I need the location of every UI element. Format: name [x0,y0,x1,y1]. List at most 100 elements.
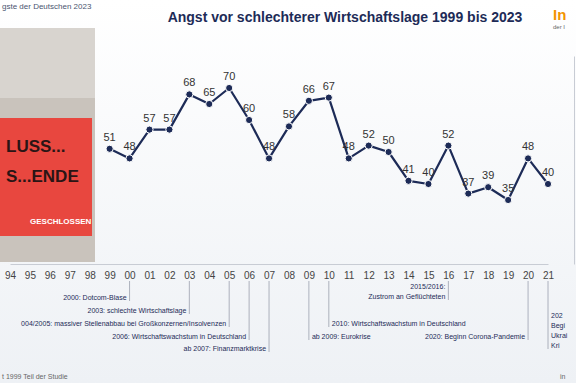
background [0,0,576,383]
annotation: 2006: Wirtschaftswachstum in Deutschland [112,281,249,340]
x-tick: 21 [543,264,555,281]
photo-window [0,28,95,98]
annotation-leader [308,281,309,340]
data-label: 57 [143,112,155,124]
x-tick-label: 03 [184,270,196,281]
annotation-text: 2020: Beginn Corona-Pandemie [425,333,525,341]
footer-right: in [560,373,566,380]
logo-sub: der I [553,24,565,30]
annotation-text: Begi [551,322,565,330]
data-label: 37 [462,176,474,188]
x-tick: 20 [523,264,535,281]
x-tick-label: 96 [45,270,57,281]
x-tick: 95 [25,264,37,281]
data-line [110,88,548,200]
x-tick-label: 06 [244,270,256,281]
data-label: 48 [522,140,534,152]
annotations: 2000: Dotcom-Blase 2003: schlechte Wirtsc… [21,281,568,352]
data-label: 52 [363,128,375,140]
annotation-leader [229,281,230,327]
x-tick: 02 [164,264,176,281]
data-point [485,184,492,191]
x-tick-label: 15 [423,270,435,281]
annotation-text: ab 2009: Eurokrise [312,333,371,340]
x-tick-label: 01 [144,270,156,281]
x-tick: 08 [284,264,296,281]
x-tick-label: 21 [543,270,555,281]
x-tick-label: 94 [5,270,17,281]
x-tick: 19 [503,264,515,281]
x-tick-label: 02 [164,270,176,281]
data-point [544,180,551,187]
data-point [206,100,213,107]
data-label: 48 [343,140,355,152]
x-tick: 00 [124,264,136,281]
annotation-text: Kri [551,342,560,349]
data-label: 50 [382,134,394,146]
x-tick-label: 17 [463,270,475,281]
data-point [445,142,452,149]
x-tick: 07 [264,264,276,281]
x-axis-line [11,264,549,265]
x-tick-label: 12 [364,270,376,281]
data-point [106,145,113,152]
data-label: 51 [104,131,116,143]
x-tick: 05 [224,264,236,281]
data-point [246,116,253,123]
y-axis [574,57,575,265]
data-point [305,97,312,104]
x-tick-label: 09 [304,270,316,281]
x-tick-label: 07 [264,270,276,281]
data-point [186,91,193,98]
data-point [505,196,512,203]
data-label: 58 [283,108,295,120]
x-tick-label: 18 [483,270,495,281]
x-tick: 97 [65,264,77,281]
annotation-leader [548,281,549,349]
x-tick-label: 14 [403,270,415,281]
data-point [285,123,292,130]
data-label: 52 [442,128,454,140]
data-point [405,177,412,184]
annotation-text: 2000: Dotcom-Blase [63,294,127,301]
photo-text: LUSS... [6,137,66,156]
x-tick: 96 [45,264,57,281]
x-tick-label: 20 [523,270,535,281]
annotation-text: 2003: schlechte Wirtschaftslage [88,307,187,315]
data-point [146,126,153,133]
annotation-leader [249,281,250,340]
annotation-text: 202 [551,312,563,319]
x-tick-label: 00 [124,270,136,281]
annotation-leader [528,281,529,340]
x-tick-label: 05 [224,270,236,281]
photo-sign [0,118,92,236]
x-tick: 11 [344,264,355,281]
x-tick-label: 11 [344,270,355,281]
annotation-text: Ukrai [551,332,568,339]
x-tick-label: 16 [443,270,455,281]
x-tick: 10 [324,264,336,281]
x-tick-label: 13 [384,270,396,281]
data-label: 67 [323,80,335,92]
x-tick: 01 [144,264,156,281]
annotation-text: 004/2005: massiver Stellenabbau bei Groß… [21,320,226,327]
data-point [345,155,352,162]
x-tick: 94 [5,264,17,281]
x-tick-label: 10 [324,270,336,281]
data-labels: 5148575768657060485866674852504140523739… [104,70,555,194]
annotation-text: Zustrom an Geflüchteten [368,293,445,300]
data-label: 57 [163,112,175,124]
x-tick-label: 99 [105,270,117,281]
x-tick: 16 [443,264,455,281]
x-tick-label: 04 [204,270,216,281]
annotation-text: 2006: Wirtschaftswachstum in Deutschland [112,333,246,340]
x-tick: 15 [423,264,435,281]
x-axis: 9495969798990001020304050607080910111213… [5,264,555,281]
annotation: 202 Begi Ukrai Kri [548,281,568,349]
x-tick: 03 [184,264,196,281]
annotation: 2020: Beginn Corona-Pandemie [425,281,528,341]
annotation-leader [129,281,130,301]
annotation: 2010: Wirtschaftswachstum in Deutschland [329,281,466,327]
y-axis-line [574,57,575,265]
title: Angst vor schlechterer Wirtschaftslage 1… [168,9,523,25]
